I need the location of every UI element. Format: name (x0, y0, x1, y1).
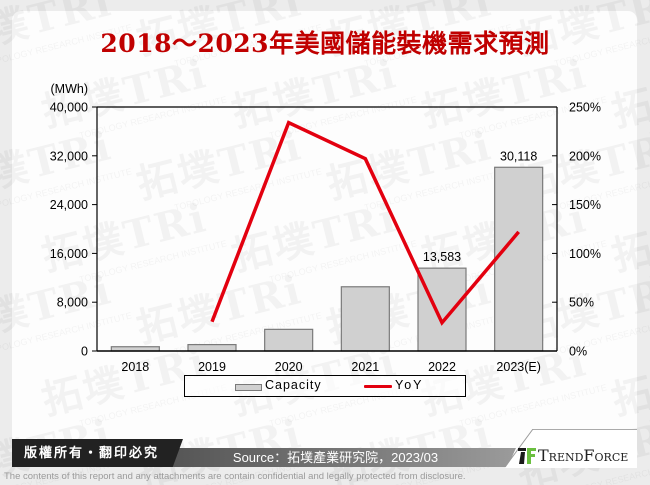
trendforce-logo-text: TrendForce (538, 446, 629, 465)
y2-tick-label: 150% (569, 198, 601, 212)
y2-tick-label: 0% (569, 345, 587, 359)
source-bar: Source：拓墣產業研究院，2023/03 (171, 448, 516, 467)
y-tick-label: 0 (81, 345, 88, 359)
y2-tick-label: 50% (569, 296, 594, 310)
x-tick-label: 2019 (198, 360, 226, 374)
legend-capacity-swatch (235, 384, 262, 391)
bar-capacity (264, 328, 314, 352)
y-axis-unit-label: (MWh) (51, 82, 89, 96)
source-text: Source：拓墣產業研究院，2023/03 (232, 450, 439, 465)
y-tick-label: 24,000 (50, 198, 88, 212)
y2-tick-label: 100% (569, 247, 601, 261)
chart-title: 2018～2023年美國儲能裝機需求預測 (100, 29, 550, 58)
legend-yoy-label: YoY (395, 378, 424, 392)
chart-legend: Capacity YoY (184, 375, 466, 397)
y-tick-label: 32,000 (50, 149, 88, 163)
yoy-line (210, 120, 521, 326)
y-tick-label: 8,000 (57, 296, 88, 310)
legend-capacity-label: Capacity (265, 378, 322, 392)
copyright-bar: 版權所有・翻印必究 (12, 439, 183, 467)
bar-capacity (417, 267, 467, 352)
x-tick-label: 2021 (351, 360, 379, 374)
bar-data-label: 13,583 (423, 250, 461, 264)
y-tick-label: 16,000 (50, 247, 88, 261)
trendforce-logo-icon (518, 448, 536, 464)
bar-capacity (340, 286, 390, 352)
y2-tick-label: 250% (569, 101, 601, 115)
disclaimer-text: The contents of this report and any atta… (4, 471, 466, 482)
y2-tick-label: 200% (569, 149, 601, 163)
legend-yoy-swatch (364, 385, 392, 388)
x-tick-label: 2022 (428, 360, 456, 374)
bar-capacity (494, 166, 544, 352)
copyright-text: 版權所有・翻印必究 (24, 445, 160, 460)
x-tick-label: 2023(E) (496, 360, 540, 374)
x-tick-label: 2018 (121, 360, 149, 374)
y-tick-label: 40,000 (50, 101, 88, 115)
bar-capacity (187, 343, 237, 352)
bar-data-label: 30,118 (500, 149, 537, 163)
x-tick-label: 2020 (275, 360, 303, 374)
